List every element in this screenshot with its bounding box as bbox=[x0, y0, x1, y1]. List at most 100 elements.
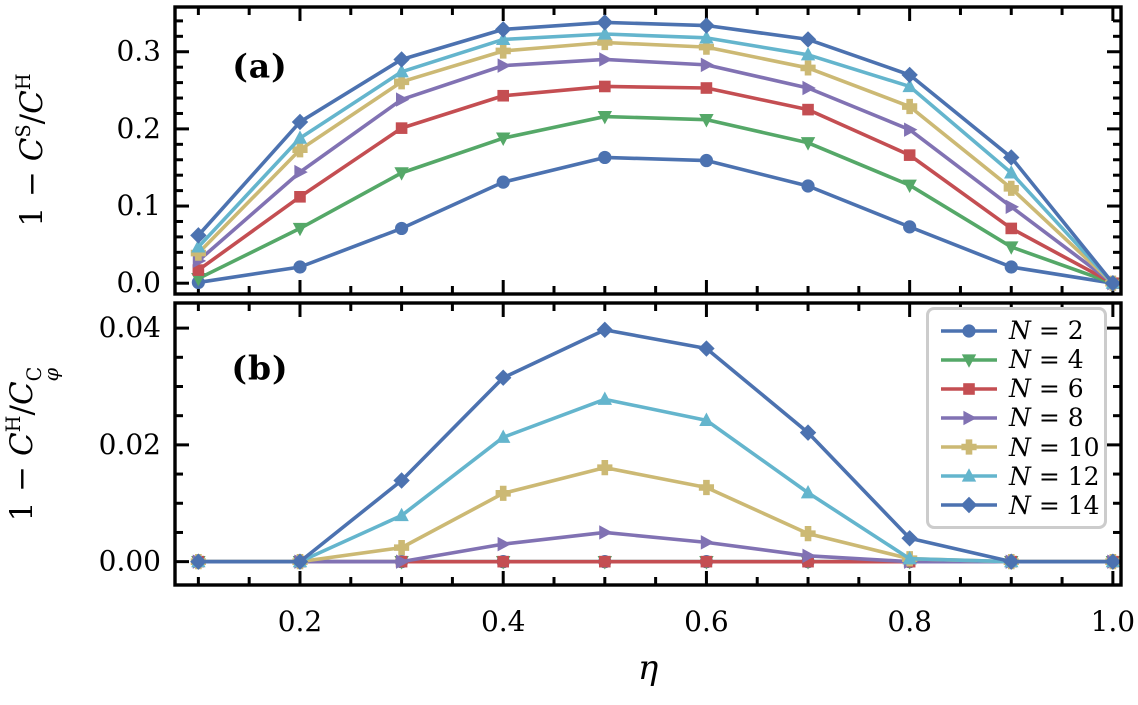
panel-a-spines bbox=[173, 5, 1123, 296]
data-point-N=14 bbox=[698, 340, 715, 357]
ylabel-part: / bbox=[3, 405, 40, 416]
data-point-N=10 bbox=[190, 245, 206, 261]
data-point-N=6 bbox=[497, 89, 510, 102]
data-point-N=6 bbox=[192, 264, 205, 276]
data-point-N=14 bbox=[698, 17, 715, 34]
data-point-N=8 bbox=[497, 536, 512, 552]
series-line-N=6 bbox=[196, 84, 1115, 285]
x-tick-label: 1.0 bbox=[1091, 605, 1136, 638]
triangle-down-legend-marker bbox=[961, 354, 977, 368]
data-point-N=6 bbox=[903, 149, 916, 161]
data-point-N=10 bbox=[597, 460, 613, 476]
data-point-N=8 bbox=[294, 164, 308, 180]
legend-label: N = 4 bbox=[1009, 345, 1084, 375]
data-point-N=6 bbox=[700, 555, 713, 568]
data-point-N=14 bbox=[190, 553, 207, 570]
panel-b-spines bbox=[173, 301, 1123, 587]
data-point-N=8 bbox=[599, 525, 613, 540]
data-point-N=14 bbox=[393, 472, 410, 489]
data-point-N=12 bbox=[292, 130, 308, 144]
series-line-N=2 bbox=[196, 155, 1115, 285]
ylabel-part: 1 − bbox=[13, 161, 50, 227]
data-point-N=14 bbox=[291, 553, 309, 570]
data-point-N=2 bbox=[598, 150, 612, 165]
data-point-N=2 bbox=[394, 221, 409, 236]
data-point-N=10 bbox=[800, 526, 816, 542]
panel-a-y-axis-label: 1 − CS/CH bbox=[12, 73, 50, 226]
legend-label: N = 10 bbox=[1009, 432, 1100, 462]
data-point-N=14 bbox=[1003, 553, 1020, 570]
y-tick-label: 0.3 bbox=[116, 35, 161, 68]
data-point-N=6 bbox=[599, 555, 611, 568]
data-point-N=4 bbox=[699, 114, 714, 128]
legend-label: N = 12 bbox=[1009, 461, 1100, 491]
data-point-N=14 bbox=[190, 227, 207, 244]
triangle-up-legend-marker bbox=[961, 468, 977, 482]
series-line-N=8 bbox=[196, 57, 1115, 285]
ylabel-part: / bbox=[13, 113, 50, 125]
data-point-N=8 bbox=[904, 122, 918, 137]
data-point-N=10 bbox=[698, 39, 715, 55]
legend-entry-N=2: N = 2 bbox=[939, 316, 1104, 345]
data-point-N=8 bbox=[1005, 199, 1020, 215]
data-point-N=10 bbox=[902, 98, 918, 115]
data-point-N=12 bbox=[800, 47, 816, 61]
data-point-N=14 bbox=[495, 369, 512, 386]
data-point-N=8 bbox=[802, 80, 816, 96]
data-point-N=2 bbox=[801, 179, 815, 193]
series-line-N=12 bbox=[196, 32, 1115, 285]
data-point-N=6 bbox=[802, 555, 814, 568]
triangle-right-legend-marker bbox=[963, 410, 977, 426]
data-point-N=2 bbox=[496, 175, 510, 189]
data-point-N=14 bbox=[596, 321, 614, 339]
ylabel-part: C bbox=[3, 432, 40, 456]
y-tick-label: 0.02 bbox=[99, 428, 161, 461]
ylabel-part: C bbox=[13, 90, 50, 114]
data-point-N=6 bbox=[1005, 222, 1018, 235]
y-tick-label: 0.00 bbox=[99, 545, 161, 578]
series-line-N=12 bbox=[196, 397, 1115, 564]
x-tick-label: 0.6 bbox=[684, 605, 729, 638]
legend-label: N = 8 bbox=[1009, 403, 1084, 433]
data-point-N=4 bbox=[292, 222, 308, 237]
data-point-N=10 bbox=[495, 485, 511, 501]
legend-label: N = 14 bbox=[1009, 490, 1100, 520]
data-point-N=6 bbox=[294, 190, 306, 203]
data-point-N=8 bbox=[497, 58, 512, 73]
panel-b-tag: (b) bbox=[231, 348, 289, 388]
ylabel-part: 1 − bbox=[3, 455, 40, 522]
data-point-N=12 bbox=[800, 484, 816, 499]
data-point-N=12 bbox=[496, 31, 511, 46]
ylabel-part: H bbox=[1, 415, 25, 433]
data-point-N=12 bbox=[902, 78, 917, 93]
data-point-N=14 bbox=[393, 51, 410, 68]
data-point-N=14 bbox=[901, 66, 918, 84]
legend-swatch bbox=[941, 354, 997, 368]
legend-swatch bbox=[941, 410, 997, 426]
data-point-N=14 bbox=[799, 424, 817, 441]
legend-entry-N=8: N = 8 bbox=[939, 403, 1104, 433]
data-point-N=14 bbox=[495, 21, 512, 38]
data-point-N=4 bbox=[800, 137, 816, 151]
legend-swatch bbox=[941, 383, 997, 395]
data-point-N=14 bbox=[1104, 553, 1122, 570]
series-line-N=4 bbox=[196, 114, 1115, 285]
data-point-N=4 bbox=[394, 167, 409, 181]
ylabel-part: S bbox=[12, 124, 36, 138]
data-point-N=10 bbox=[698, 479, 715, 496]
data-point-N=10 bbox=[597, 34, 613, 51]
data-point-N=8 bbox=[599, 52, 613, 67]
diamond-legend-marker bbox=[960, 497, 978, 514]
data-point-N=8 bbox=[395, 554, 410, 569]
data-point-N=12 bbox=[1004, 165, 1019, 179]
data-point-N=10 bbox=[495, 43, 511, 59]
data-point-N=4 bbox=[496, 132, 511, 146]
circle-legend-marker bbox=[962, 323, 976, 338]
legend-swatch bbox=[941, 468, 997, 482]
data-point-N=4 bbox=[597, 110, 613, 125]
data-point-N=8 bbox=[395, 92, 410, 107]
data-point-N=10 bbox=[292, 142, 308, 158]
